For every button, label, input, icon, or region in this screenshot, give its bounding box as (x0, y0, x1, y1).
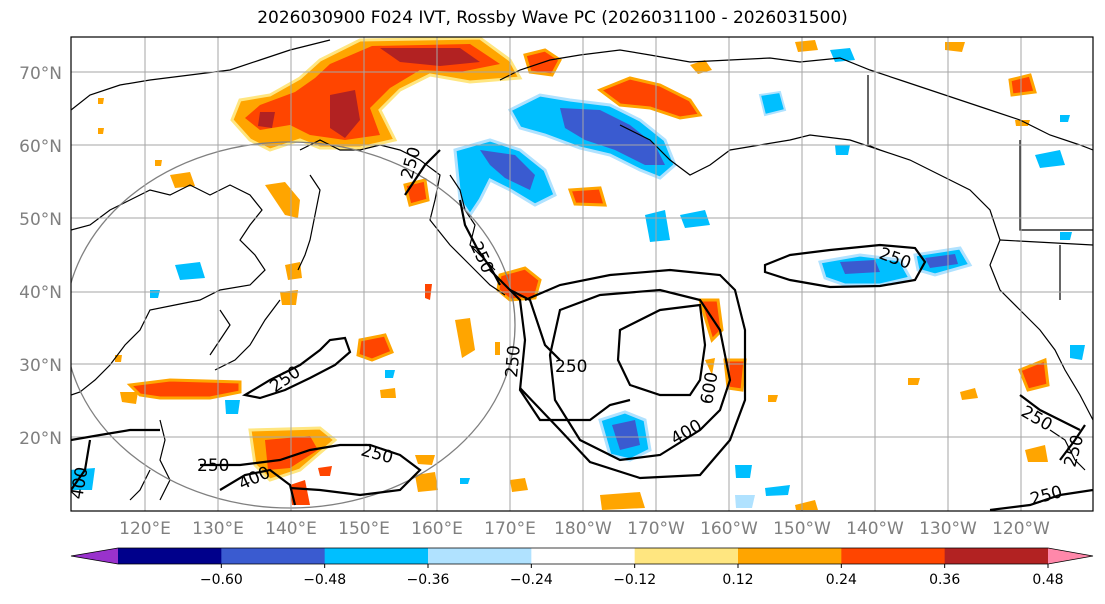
colorbar-tick-label: 0.24 (826, 572, 857, 588)
colorbar-segment (221, 548, 326, 564)
colorbar-tick-label: 0.48 (1032, 572, 1063, 588)
lon-label: 170°E (484, 519, 536, 539)
contour-label: 250 (555, 357, 587, 377)
graticule (71, 37, 1093, 511)
negative-anomaly-patches (71, 48, 1085, 508)
colorbar-segment (324, 548, 429, 564)
colorbar-extend-low (71, 548, 118, 564)
colorbar-tick-label: −0.36 (407, 572, 450, 588)
colorbar-segment (944, 548, 1049, 564)
colorbar-segment (531, 548, 636, 564)
lat-label: 70°N (19, 64, 62, 84)
latitude-labels: 70°N 60°N 50°N 40°N 30°N 20°N (19, 64, 62, 449)
colorbar-segment (841, 548, 946, 564)
lat-label: 50°N (19, 210, 62, 230)
lon-label: 150°W (773, 519, 831, 539)
longitude-labels: 120°E 130°E 140°E 150°E 160°E 170°E 180°… (119, 519, 1050, 539)
contour-label: 250 (197, 456, 229, 476)
projection-ellipse (71, 141, 516, 509)
lon-label: 130°W (919, 519, 977, 539)
coastlines (71, 39, 1093, 501)
lon-label: 160°W (700, 519, 758, 539)
map-title: 2026030900 F024 IVT, Rossby Wave PC (202… (257, 8, 848, 28)
colorbar-tick-label: −0.60 (200, 572, 243, 588)
lon-label: 120°E (119, 519, 171, 539)
colorbar: −0.60 −0.48 −0.36 −0.24 −0.12 0.12 0.24 0.36 0.4… (70, 547, 1094, 588)
lon-label: 120°W (992, 519, 1050, 539)
contour-label: 400 (67, 465, 92, 500)
lon-label: 130°E (192, 519, 244, 539)
lon-label: 170°W (627, 519, 685, 539)
contour-label: 250 (502, 344, 525, 378)
lon-label: 140°W (846, 519, 904, 539)
lat-label: 40°N (19, 283, 62, 303)
colorbar-segment (428, 548, 532, 564)
colorbar-tick-label: −0.24 (510, 572, 553, 588)
colorbar-segment (634, 548, 739, 564)
lon-label: 140°E (265, 519, 317, 539)
lat-label: 30°N (19, 356, 62, 376)
lat-label: 60°N (19, 137, 62, 157)
lon-label: 180°W (554, 519, 612, 539)
colorbar-outline (70, 547, 1094, 565)
colorbar-tick-label: 0.36 (929, 572, 960, 588)
ivt-contours (71, 149, 1093, 511)
lat-label: 20°N (19, 429, 62, 449)
colorbar-segment (738, 548, 842, 564)
colorbar-tick-label: −0.48 (303, 572, 346, 588)
colorbar-tick-label: −0.12 (613, 572, 656, 588)
map-border (70, 36, 1094, 512)
colorbar-tick-label: 0.12 (722, 572, 753, 588)
colorbar-segment (118, 548, 222, 564)
lon-label: 150°E (338, 519, 390, 539)
colorbar-extend-high (1048, 548, 1093, 564)
lon-label: 160°E (411, 519, 463, 539)
